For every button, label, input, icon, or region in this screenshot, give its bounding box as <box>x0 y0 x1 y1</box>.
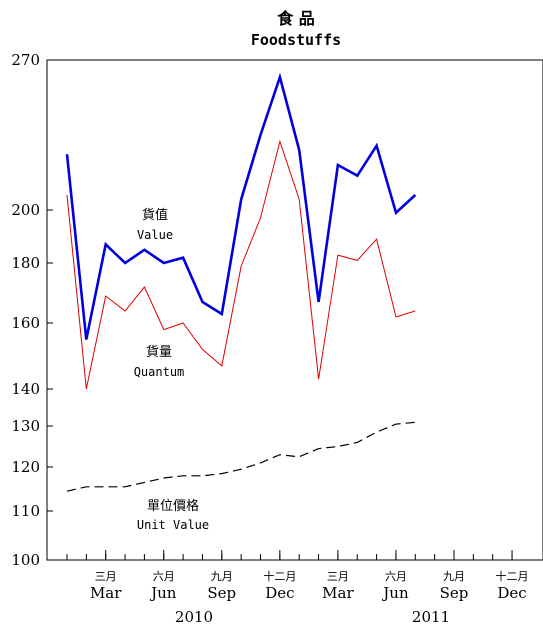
year-label-2011: 2011 <box>412 608 450 626</box>
x-tick-label-cn: 六月 <box>153 570 175 583</box>
series-layer <box>65 72 417 492</box>
x-tick-label-en: Jun <box>381 584 409 602</box>
y-tick-label-130: 130 <box>11 417 40 435</box>
y-tick-label-180: 180 <box>11 254 40 272</box>
unit-value-label-chinese: 單位價格 <box>147 498 199 514</box>
year-label-2010: 2010 <box>175 608 213 626</box>
quantum-series-label: 貨量 Quantum <box>134 344 185 379</box>
x-tick-label-en: Dec <box>265 584 294 602</box>
y-tick-label-100: 100 <box>11 551 40 569</box>
x-tick-label-en: Mar <box>322 584 354 602</box>
x-tick-label-cn: 十二月 <box>263 569 296 583</box>
y-tick-label-110: 110 <box>11 502 40 520</box>
plot-frame <box>46 59 543 561</box>
x-tick-label-en: Mar <box>90 584 122 602</box>
unit-value-series-label: 單位價格 Unit Value <box>137 498 209 532</box>
chart-title-english: Foodstuffs <box>251 31 341 49</box>
x-tick-label-en: Jun <box>149 584 177 602</box>
x-tick-label-cn: 九月 <box>211 570 233 583</box>
y-tick-label-200: 200 <box>11 201 40 219</box>
unit-value-label-english: Unit Value <box>137 518 209 532</box>
value-label-chinese: 貨值 <box>142 207 168 223</box>
chart-title-chinese: 食 品 <box>276 9 315 28</box>
value-series-line <box>65 72 417 340</box>
x-tick-label-en: Sep <box>440 584 469 602</box>
y-tick-label-160: 160 <box>11 314 40 332</box>
x-tick-label-cn: 九月 <box>443 570 465 583</box>
quantum-series-line <box>66 139 416 390</box>
unit-value-series-line <box>66 421 416 492</box>
x-tick-label-cn: 十二月 <box>496 569 529 583</box>
x-tick-label-cn: 六月 <box>385 570 407 583</box>
x-tick-label-en: Sep <box>207 584 236 602</box>
x-tick-label-cn: 三月 <box>327 570 349 583</box>
y-tick-label-270: 270 <box>11 51 40 69</box>
x-axis: 三月Mar六月Jun九月Sep十二月Dec三月Mar六月Jun九月Sep十二月D… <box>66 550 529 602</box>
quantum-label-chinese: 貨量 <box>146 344 172 360</box>
x-tick-label-cn: 三月 <box>95 570 117 583</box>
value-label-english: Value <box>137 228 173 242</box>
x-tick-label-en: Dec <box>497 584 526 602</box>
y-axis: 100 110 120 130 140 160 180 200 270 <box>11 51 53 569</box>
y-tick-label-120: 120 <box>11 458 40 476</box>
value-series-label: 貨值 Value <box>137 207 173 242</box>
quantum-label-english: Quantum <box>134 365 185 379</box>
y-tick-label-140: 140 <box>11 380 40 398</box>
